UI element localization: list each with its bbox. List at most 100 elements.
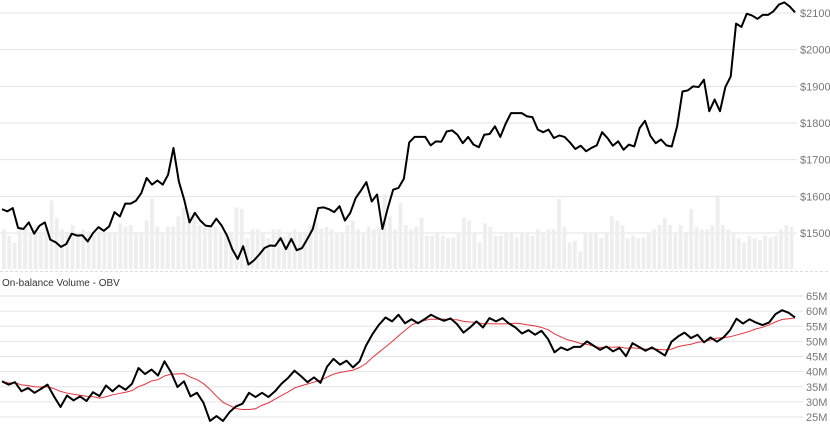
volume-bar xyxy=(17,227,22,269)
volume-bar xyxy=(409,229,413,269)
volume-bar xyxy=(430,235,435,269)
volume-bar xyxy=(245,238,249,269)
obv-gridlines: 25M 30M 35M 40M 45M 50M 55M 60M 65M xyxy=(0,291,827,424)
volume-bar xyxy=(192,211,197,269)
volume-bar xyxy=(567,242,572,269)
volume-bar xyxy=(2,229,6,269)
obv-tick-label: 45M xyxy=(806,352,827,364)
volume-bar xyxy=(620,225,625,269)
volume-bar xyxy=(604,232,609,269)
volume-bar xyxy=(736,238,741,269)
volume-bar xyxy=(324,226,329,269)
obv-tick-label: 25M xyxy=(806,412,827,424)
obv-lines xyxy=(1,309,796,422)
volume-bar xyxy=(176,216,181,269)
volume-bar xyxy=(292,229,297,269)
price-series-line xyxy=(1,1,796,266)
volume-bar xyxy=(662,217,667,269)
volume-bar xyxy=(768,237,773,269)
volume-bar xyxy=(551,229,556,269)
volume-bar xyxy=(435,232,440,269)
obv-tick-label: 55M xyxy=(806,321,827,333)
volume-bar xyxy=(683,232,688,269)
volume-bar xyxy=(546,229,551,269)
volume-bar xyxy=(239,209,244,269)
volume-bar xyxy=(705,229,709,269)
price-line xyxy=(1,1,796,266)
price-tick-label: $1700 xyxy=(800,155,830,167)
volume-bar xyxy=(615,220,620,269)
volume-bar xyxy=(250,229,255,269)
volume-bar xyxy=(673,232,678,269)
obv-moving-average-line xyxy=(1,317,796,410)
volume-bar xyxy=(33,225,38,269)
volume-bar xyxy=(641,237,646,269)
obv-tick-label: 35M xyxy=(806,382,827,394)
volume-bar xyxy=(535,229,540,269)
volume-bar xyxy=(382,194,387,269)
volume-bar xyxy=(187,211,191,269)
volume-bar xyxy=(28,232,33,269)
volume-bar xyxy=(23,228,27,269)
volume-bar xyxy=(461,217,466,269)
price-tick-label: $1600 xyxy=(800,191,830,203)
volume-bar xyxy=(699,229,704,269)
volume-bar xyxy=(366,226,371,269)
volume-bar xyxy=(419,217,424,269)
volume-bar xyxy=(689,209,694,269)
volume-bar xyxy=(747,235,752,269)
obv-tick-label: 65M xyxy=(806,291,827,303)
volume-bar xyxy=(477,242,482,269)
volume-bar xyxy=(562,226,567,269)
volume-bar xyxy=(271,229,276,269)
volume-bar xyxy=(578,251,583,269)
volume-bar xyxy=(668,225,672,269)
volume-bar xyxy=(472,233,477,269)
volume-bar xyxy=(181,207,186,269)
volume-bar xyxy=(208,227,212,269)
volume-bar xyxy=(488,226,493,269)
volume-bar xyxy=(213,226,218,269)
volume-bar xyxy=(773,235,778,269)
volume-bar xyxy=(557,198,561,269)
volume-bar xyxy=(229,232,234,269)
volume-bar xyxy=(76,233,80,269)
volume-bar xyxy=(123,226,128,269)
volume-bar xyxy=(514,237,519,269)
volume-bar xyxy=(763,235,768,269)
volume-bar xyxy=(308,225,313,269)
volume-bar xyxy=(113,233,117,269)
volume-bar xyxy=(625,238,630,269)
volume-bar xyxy=(731,232,736,269)
obv-tick-label: 30M xyxy=(806,397,827,409)
volume-bar xyxy=(144,220,149,269)
volume-bar xyxy=(779,229,783,269)
volume-bar xyxy=(757,239,762,269)
volume-bar xyxy=(588,233,593,269)
volume-bar xyxy=(599,238,604,269)
obv-tick-label: 40M xyxy=(806,367,827,379)
volume-bar xyxy=(414,226,419,269)
volume-bar xyxy=(91,235,96,269)
volume-bar xyxy=(165,226,170,269)
volume-bar xyxy=(398,203,403,269)
volume-bar xyxy=(118,223,123,269)
volume-bar xyxy=(530,235,535,269)
volume-bar xyxy=(171,226,175,269)
volume-bar xyxy=(7,235,12,269)
volume-bar xyxy=(276,229,281,269)
volume-bar xyxy=(266,238,271,269)
volume-bar xyxy=(202,227,207,269)
obv-tick-label: 50M xyxy=(806,336,827,348)
volume-bar xyxy=(12,242,17,269)
price-gridlines: $1500 $1600 $1700 $1800 $1900 $2000 $2100 xyxy=(0,8,830,240)
volume-bar xyxy=(350,220,355,269)
volume-bar xyxy=(752,238,757,269)
volume-bar xyxy=(440,235,445,269)
volume-bar xyxy=(335,233,339,269)
volume-bar xyxy=(345,225,350,269)
volume-bar xyxy=(451,237,456,269)
volume-bar xyxy=(107,233,112,269)
volume-bar xyxy=(784,225,789,269)
volume-bar xyxy=(403,225,408,269)
